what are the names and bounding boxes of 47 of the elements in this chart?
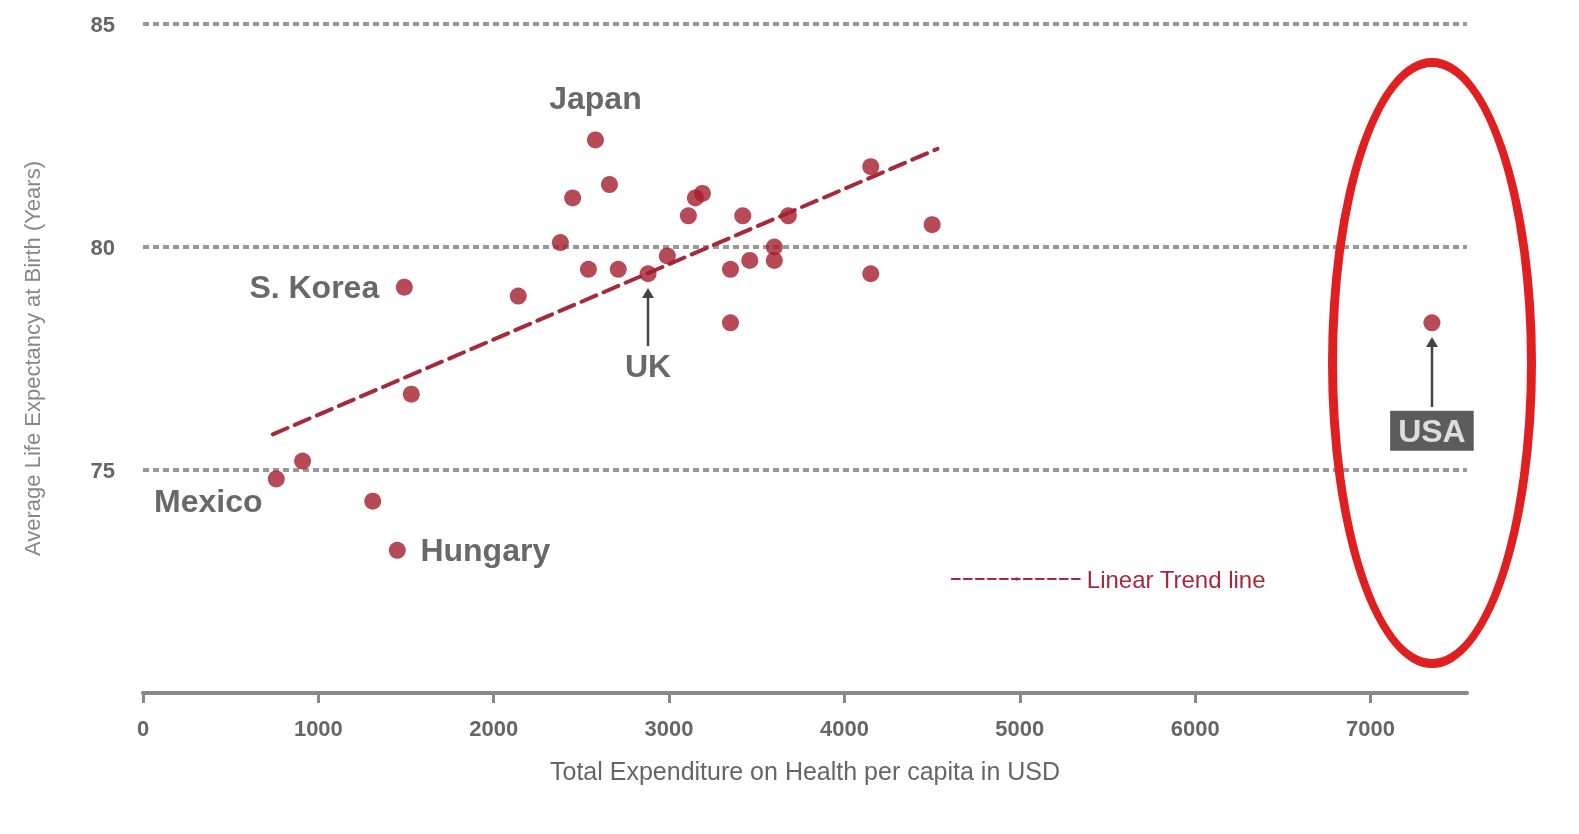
point (1423, 314, 1441, 332)
point (862, 158, 880, 176)
point (294, 452, 312, 470)
annotation: USA (1398, 412, 1466, 449)
y-axis-title: Average Life Expectancy at Birth (Years) (19, 161, 45, 556)
point (721, 260, 739, 278)
point (741, 251, 759, 269)
point (551, 234, 569, 252)
x-tick-label: 3000 (644, 715, 694, 741)
point (923, 216, 941, 234)
x-tick-label: 6000 (1170, 715, 1220, 741)
point (579, 260, 597, 278)
point (862, 265, 880, 283)
x-tick-label: 0 (136, 715, 150, 741)
y-tick-label: 80 (90, 234, 115, 260)
point (609, 260, 627, 278)
point (658, 247, 676, 265)
point (586, 131, 604, 149)
point (734, 207, 752, 225)
annotation: Japan (549, 79, 642, 116)
y-tick-label: 85 (90, 11, 115, 37)
point (765, 251, 783, 269)
x-tick-label: 5000 (995, 715, 1045, 741)
point (564, 189, 582, 207)
annotation: UK (624, 347, 672, 384)
x-tick-label: 1000 (293, 715, 343, 741)
point (639, 265, 657, 283)
point (721, 314, 739, 332)
x-tick-label: 7000 (1346, 715, 1396, 741)
point (267, 470, 285, 488)
point (693, 184, 711, 202)
point (509, 287, 527, 305)
x-axis-title: Total Expenditure on Health per capita in USD (549, 756, 1061, 785)
point (779, 207, 797, 225)
point (679, 207, 697, 225)
x-tick-label: 4000 (819, 715, 869, 741)
point (600, 176, 618, 194)
point (388, 541, 406, 559)
annotation: Hungary (420, 532, 551, 569)
y-tick-label: 75 (90, 457, 115, 483)
annotation: Mexico (154, 482, 263, 519)
point (402, 385, 420, 403)
annotation: S. Korea (249, 269, 380, 306)
point (395, 278, 413, 296)
point (364, 492, 382, 510)
x-tick-label: 2000 (469, 715, 519, 741)
text: Linear Trend line (1086, 565, 1266, 593)
